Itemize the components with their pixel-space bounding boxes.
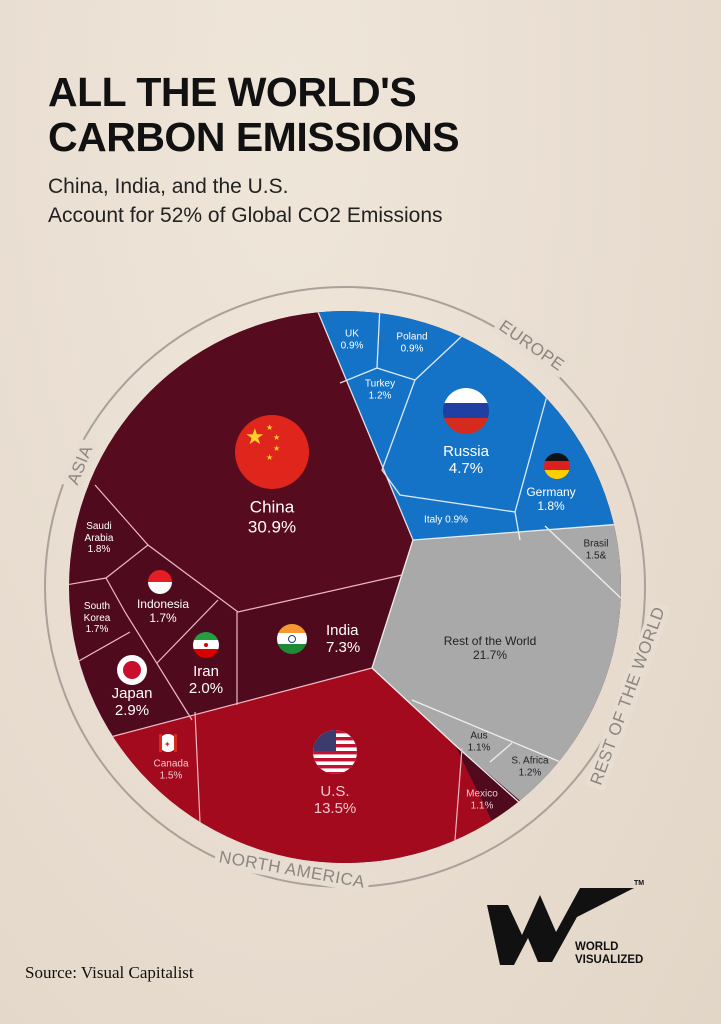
cell-label-italy: Italy 0.9% <box>424 514 468 526</box>
subtitle: China, India, and the U.S. Account for 5… <box>48 172 443 230</box>
japan-flag-icon <box>117 655 147 685</box>
iran-flag-icon <box>193 632 219 658</box>
cell-label-rest-of-world: Rest of the World 21.7% <box>443 634 537 662</box>
cell-label-uk: UK 0.9% <box>340 328 364 352</box>
indonesia-flag-icon <box>148 570 172 594</box>
cell-label-south-africa: S. Africa 1.2% <box>511 755 549 779</box>
rest-of-world-borders <box>371 525 621 813</box>
cell-label-poland: Poland 0.9% <box>396 331 428 355</box>
cell-label-germany: Germany 1.8% <box>526 485 576 513</box>
svg-text:★: ★ <box>266 423 273 432</box>
china-flag-icon: ★ ★ ★ ★ ★ <box>235 415 309 489</box>
page-title: ALL THE WORLD'S CARBON EMISSIONS <box>48 69 460 160</box>
logo-text: WORLD VISUALIZED <box>575 941 643 967</box>
world-visualized-logo <box>487 888 634 965</box>
north-america-borders <box>194 711 463 841</box>
cell-label-south-korea: South Korea 1.7% <box>83 600 111 635</box>
subtitle-line-1: China, India, and the U.S. <box>48 175 289 198</box>
cell-label-indonesia: Indonesia 1.7% <box>136 597 190 625</box>
india-flag-icon <box>277 624 307 654</box>
svg-text:★: ★ <box>245 424 265 449</box>
cell-label-australia: Aus 1.1% <box>467 730 491 754</box>
svg-text:✦: ✦ <box>164 740 171 749</box>
cell-label-canada: Canada 1.5% <box>153 758 189 782</box>
cell-label-us: U.S. 13.5% <box>313 782 357 817</box>
cell-label-india: India 7.3% <box>326 621 361 656</box>
cell-label-china: China 30.9% <box>247 497 297 536</box>
germany-flag-icon <box>544 453 570 479</box>
source-text: Source: Visual Capitalist <box>25 963 194 982</box>
logo-line-1: WORLD <box>575 941 619 953</box>
logo-line-2: VISUALIZED <box>575 954 644 966</box>
svg-text:★: ★ <box>273 433 280 442</box>
cell-label-iran: Iran 2.0% <box>188 662 224 697</box>
svg-text:★: ★ <box>273 444 280 453</box>
cell-label-turkey: Turkey 1.2% <box>364 378 396 402</box>
cell-label-brasil: Brasil 1.5& <box>583 538 609 562</box>
title-line-1: ALL THE WORLD'S <box>48 69 417 115</box>
title-line-2: CARBON EMISSIONS <box>48 114 460 160</box>
cell-label-japan: Japan 2.9% <box>111 684 153 719</box>
russia-flag-icon <box>443 388 489 434</box>
cell-label-russia: Russia 4.7% <box>443 442 489 477</box>
canada-flag-icon: ✦ <box>159 734 177 752</box>
cell-label-saudi-arabia: Saudi Arabia 1.8% <box>84 520 114 555</box>
subtitle-line-2: Account for 52% of Global CO2 Emissions <box>48 204 443 227</box>
trademark: TM <box>634 880 645 887</box>
cell-label-mexico: Mexico 1.1% <box>466 788 498 812</box>
svg-text:★: ★ <box>266 453 273 462</box>
